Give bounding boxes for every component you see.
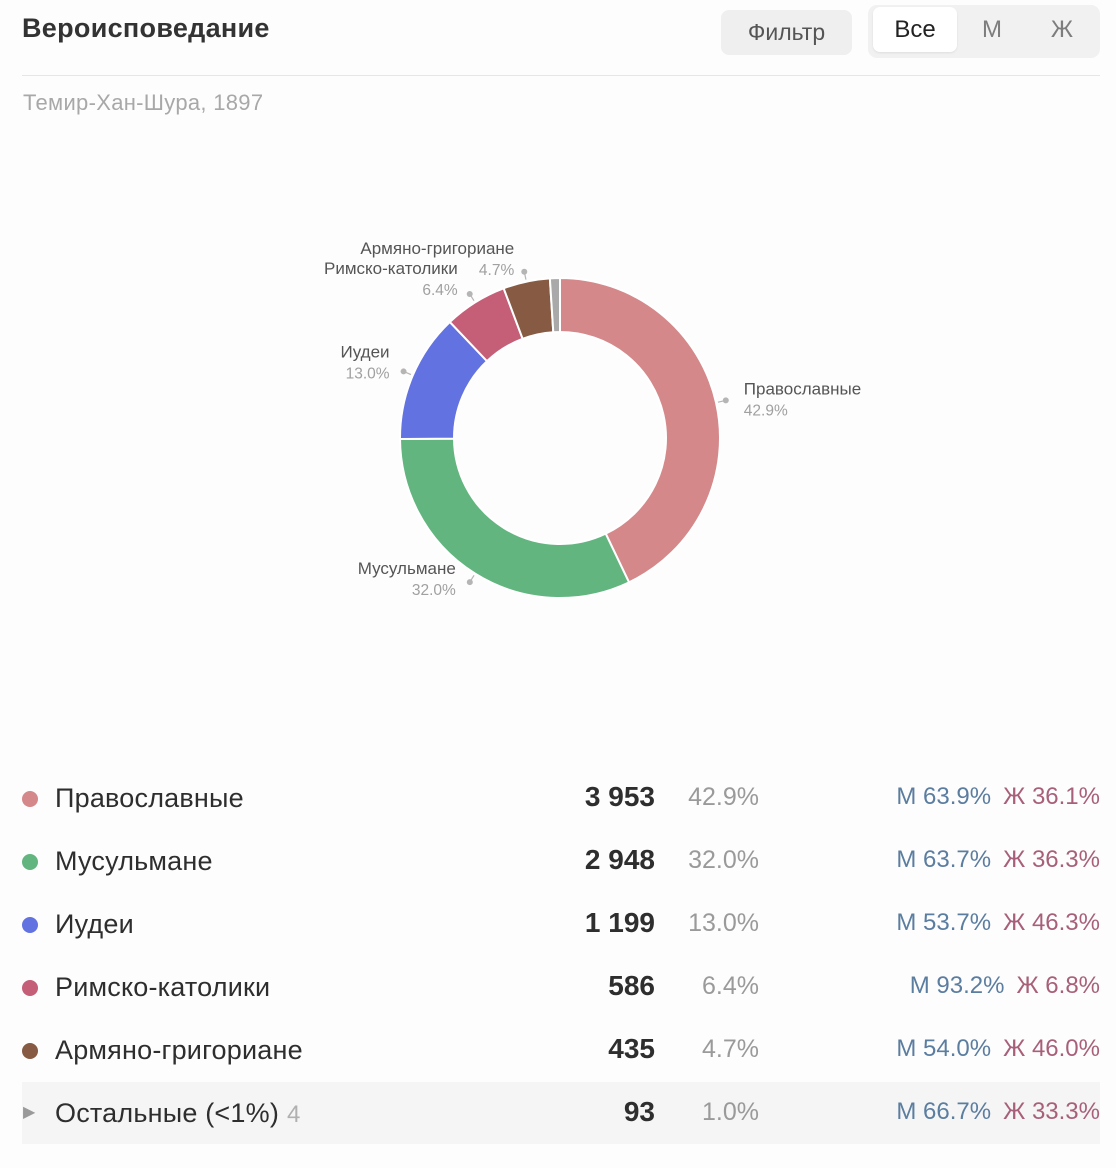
slice-percent-label: 4.7%	[479, 262, 515, 279]
row-value: 435	[608, 1033, 655, 1064]
male-share: М 53.7%	[896, 909, 992, 936]
gender-split: М 63.7% Ж 36.3%	[896, 846, 1100, 874]
series-color-dot	[22, 1043, 38, 1059]
slice-label: Мусульмане	[358, 559, 456, 578]
row-percent: 32.0%	[688, 846, 759, 874]
row-name: Православные	[55, 783, 244, 813]
male-share: М 66.7%	[896, 1098, 992, 1125]
female-share: Ж 36.3%	[1003, 846, 1100, 873]
donut-slice[interactable]	[398, 437, 631, 599]
segment-female[interactable]: Ж	[1050, 16, 1074, 43]
filter-button[interactable]: Фильтр	[721, 10, 852, 55]
slice-percent-label: 13.0%	[346, 365, 390, 382]
male-share: М 63.7%	[896, 846, 992, 873]
slice-label: Православные	[744, 379, 861, 398]
male-share: М 93.2%	[909, 972, 1005, 999]
label-leader-dot	[722, 397, 729, 404]
female-share: Ж 6.8%	[1016, 972, 1100, 999]
row-percent: 13.0%	[688, 909, 759, 937]
donut-chart: Православные 42.9% Мусульмане 32.0% Иудеи 13.…	[324, 239, 861, 599]
row-value: 2 948	[584, 844, 655, 875]
donut-slice[interactable]	[548, 276, 561, 334]
table-row[interactable]: Мусульмане 2 948 32.0% М 63.7% Ж 36.3%	[22, 830, 1100, 892]
male-share: М 63.9%	[896, 783, 992, 810]
gender-segmented-control: Все М Ж	[868, 5, 1100, 58]
slice-label: Армяно-григориане	[360, 239, 514, 258]
row-name: Армяно-григориане	[55, 1035, 303, 1065]
segment-all[interactable]: Все	[873, 7, 957, 52]
row-name: Мусульмане	[55, 846, 213, 876]
page-title: Вероисповедание	[22, 13, 270, 43]
row-name: Римско-католики	[55, 972, 271, 1002]
female-share: Ж 33.3%	[1003, 1098, 1100, 1125]
label-leader-dot	[400, 368, 407, 375]
donut-slice[interactable]	[559, 276, 721, 584]
label-leader-dot	[521, 268, 528, 275]
table-row-others[interactable]: ▶ Остальные (<1%) 4 93 1.0% М 66.7% Ж 33.3…	[22, 1082, 1100, 1144]
row-value: 93	[623, 1096, 655, 1127]
others-label: Остальные (<1%)	[55, 1098, 280, 1128]
triangle-right-icon[interactable]: ▶	[23, 1104, 36, 1121]
row-name: Иудеи	[55, 909, 134, 939]
gender-split: М 63.9% Ж 36.1%	[896, 783, 1100, 811]
series-color-dot	[22, 854, 38, 870]
table-row[interactable]: Иудеи 1 199 13.0% М 53.7% Ж 46.3%	[22, 893, 1100, 955]
male-share: М 54.0%	[896, 1035, 992, 1062]
segment-male[interactable]: М	[982, 16, 1002, 43]
row-percent: 1.0%	[702, 1098, 759, 1126]
gender-split: М 54.0% Ж 46.0%	[896, 1035, 1100, 1063]
label-leader-dot	[466, 579, 473, 586]
row-value: 3 953	[584, 781, 655, 812]
header: Вероисповедание Фильтр Все М Ж	[22, 0, 1100, 76]
series-color-dot	[22, 917, 38, 933]
table-row[interactable]: Армяно-григориане 435 4.7% М 54.0% Ж 46.0…	[22, 1019, 1100, 1081]
row-percent: 4.7%	[702, 1035, 759, 1063]
slice-percent-label: 32.0%	[412, 582, 456, 599]
row-percent: 6.4%	[702, 972, 759, 1000]
row-name: Остальные (<1%) 4	[55, 1098, 301, 1129]
others-count: 4	[287, 1101, 301, 1128]
gender-split: М 93.2% Ж 6.8%	[910, 972, 1100, 1000]
label-leader-dot	[466, 290, 473, 297]
slice-percent-label: 6.4%	[422, 282, 458, 299]
slice-label: Римско-католики	[324, 259, 458, 278]
slice-percent-label: 42.9%	[744, 402, 788, 419]
row-value: 586	[608, 970, 655, 1001]
series-color-dot	[22, 980, 38, 996]
row-percent: 42.9%	[688, 783, 759, 811]
table-row[interactable]: Римско-католики 586 6.4% М 93.2% Ж 6.8%	[22, 956, 1100, 1018]
slice-label: Иудеи	[341, 342, 390, 361]
subtitle: Темир-Хан-Шура, 1897	[23, 90, 264, 115]
gender-split: М 66.7% Ж 33.3%	[896, 1098, 1100, 1126]
female-share: Ж 46.0%	[1003, 1035, 1100, 1062]
gender-split: М 53.7% Ж 46.3%	[896, 909, 1100, 937]
table-row[interactable]: Православные 3 953 42.9% М 63.9% Ж 36.1%	[22, 767, 1100, 829]
row-value: 1 199	[584, 907, 655, 938]
female-share: Ж 46.3%	[1003, 909, 1100, 936]
series-color-dot	[22, 791, 38, 807]
female-share: Ж 36.1%	[1003, 783, 1100, 810]
